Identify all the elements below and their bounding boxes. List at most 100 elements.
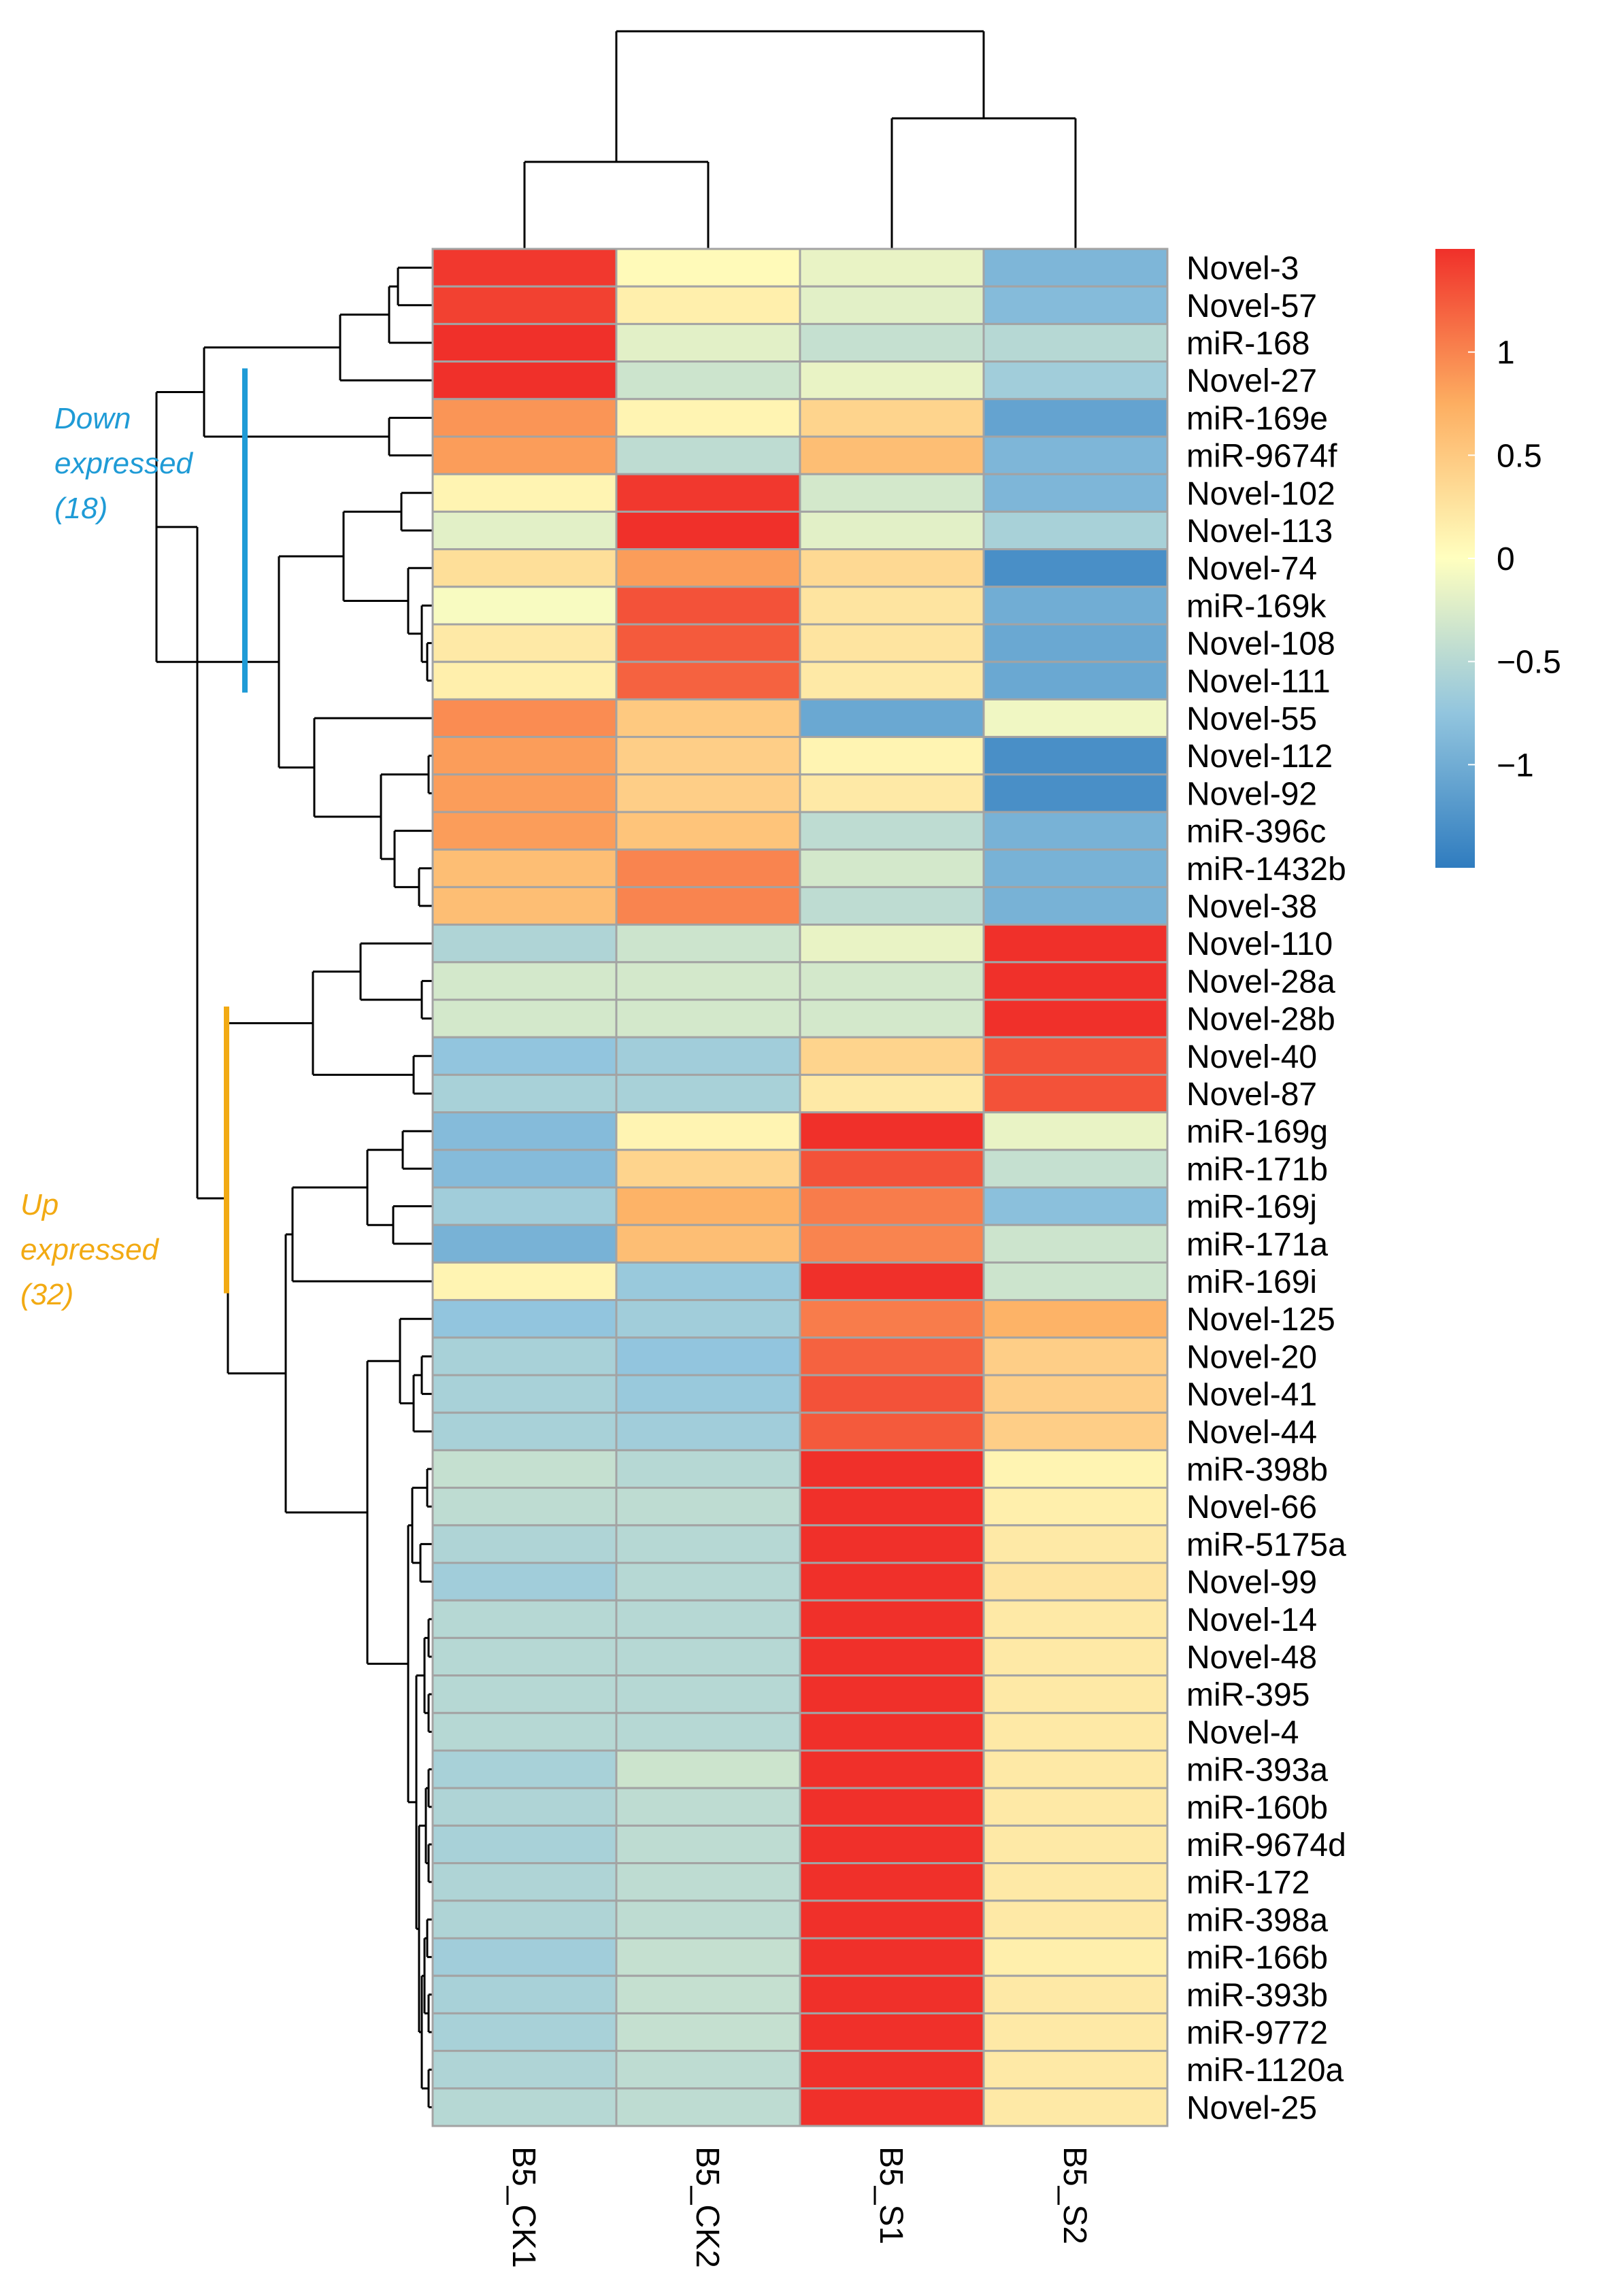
- heatmap-cell: [615, 1561, 801, 1602]
- heatmap-cell: [615, 2050, 801, 2090]
- column-label: B5_CK2: [689, 2146, 725, 2268]
- heatmap-cell: [799, 510, 985, 551]
- heatmap-cell: [982, 1862, 1169, 1902]
- row-label: Novel-38: [1186, 889, 1317, 925]
- heatmap-cell: [615, 398, 801, 438]
- heatmap-cell: [431, 1824, 618, 1865]
- heatmap-cell: [982, 1900, 1169, 1940]
- row-label: miR-396c: [1186, 814, 1326, 850]
- heatmap-cell: [982, 248, 1169, 288]
- heatmap-cell: [982, 1149, 1169, 1189]
- heatmap-cell: [615, 2012, 801, 2053]
- heatmap-cell: [431, 1561, 618, 1602]
- row-label: Novel-108: [1186, 626, 1335, 662]
- heatmap-cell: [799, 2087, 985, 2127]
- heatmap-cell: [431, 1036, 618, 1076]
- heatmap-cell: [982, 1674, 1169, 1715]
- column-label: B5_S1: [873, 2146, 909, 2244]
- row-label: miR-160b: [1186, 1790, 1328, 1826]
- heatmap-cell: [982, 1712, 1169, 1752]
- heatmap-cell: [615, 285, 801, 325]
- row-label: Novel-28b: [1186, 1002, 1335, 1038]
- heatmap-cell: [982, 1937, 1169, 1977]
- heatmap-cell: [799, 1974, 985, 2014]
- heatmap-cell: [431, 1674, 618, 1715]
- row-label: Novel-14: [1186, 1602, 1317, 1638]
- heatmap-cell: [431, 1073, 618, 1114]
- heatmap-cell: [431, 510, 618, 551]
- row-label: miR-169e: [1186, 401, 1328, 437]
- heatmap-cell: [799, 1186, 985, 1226]
- colorbar-ticks: 1 0.5 0 −0.5 −1: [1468, 335, 1561, 783]
- colorbar-legend: 1 0.5 0 −0.5 −1: [1435, 249, 1561, 868]
- heatmap-cell: [615, 1900, 801, 1940]
- heatmap-cell: [431, 248, 618, 288]
- heatmap-cell: [615, 1111, 801, 1151]
- heatmap-cell: [982, 1449, 1169, 1489]
- row-label: Novel-111: [1186, 664, 1331, 700]
- group-label: Down: [54, 402, 131, 435]
- heatmap-cell: [431, 285, 618, 325]
- group-label: Up: [20, 1188, 59, 1221]
- heatmap-cell: [431, 2012, 618, 2053]
- heatmap-cell: [982, 2050, 1169, 2090]
- heatmap-cells: [431, 248, 1169, 2127]
- heatmap-cell: [431, 1524, 618, 1564]
- heatmap-cell: [431, 1636, 618, 1677]
- heatmap-cell: [799, 811, 985, 851]
- heatmap-cell: [799, 1749, 985, 1789]
- heatmap-cell: [615, 1636, 801, 1677]
- heatmap-cell: [982, 1261, 1169, 1302]
- heatmap-cell: [615, 1674, 801, 1715]
- heatmap-cell: [431, 1149, 618, 1189]
- heatmap-cell: [615, 924, 801, 964]
- heatmap-cell: [431, 998, 618, 1039]
- column-dendrogram: [523, 30, 1077, 249]
- group-label: expressed: [54, 447, 194, 480]
- heatmap-cell: [982, 1186, 1169, 1226]
- row-label: Novel-92: [1186, 776, 1317, 812]
- row-label: miR-393b: [1186, 1978, 1328, 2014]
- heatmap-cell: [799, 1712, 985, 1752]
- row-label: Novel-112: [1186, 739, 1333, 775]
- heatmap-cell: [431, 623, 618, 663]
- row-label: Novel-57: [1186, 288, 1317, 324]
- heatmap-cell: [615, 1149, 801, 1189]
- heatmap-cell: [615, 1374, 801, 1414]
- heatmap-cell: [799, 1636, 985, 1677]
- heatmap-cell: [799, 961, 985, 1001]
- group-label: expressed: [20, 1233, 160, 1266]
- heatmap-cell: [799, 1900, 985, 1940]
- heatmap-cell: [615, 1036, 801, 1076]
- heatmap-cell: [615, 1599, 801, 1639]
- heatmap-cell: [615, 1749, 801, 1789]
- heatmap-cell: [982, 1561, 1169, 1602]
- heatmap-cell: [615, 1524, 801, 1564]
- row-label: Novel-125: [1186, 1302, 1335, 1338]
- row-label: Novel-25: [1186, 2090, 1317, 2126]
- row-label: miR-169i: [1186, 1264, 1317, 1300]
- heatmap-cell: [799, 1111, 985, 1151]
- heatmap-cell: [615, 322, 801, 363]
- heatmap-cell: [799, 1036, 985, 1076]
- row-label: miR-398b: [1186, 1452, 1328, 1488]
- row-labels: Novel-3Novel-57miR-168Novel-27miR-169emi…: [1186, 251, 1346, 2127]
- heatmap-cell: [799, 322, 985, 363]
- heatmap-cell: [982, 398, 1169, 438]
- row-label: Novel-99: [1186, 1565, 1317, 1601]
- heatmap-cell: [431, 1712, 618, 1752]
- heatmap-cell: [431, 924, 618, 964]
- heatmap-cell: [982, 586, 1169, 626]
- heatmap-cell: [799, 1824, 985, 1865]
- heatmap-cell: [799, 1223, 985, 1264]
- heatmap-cell: [982, 2087, 1169, 2127]
- heatmap-cell: [615, 1862, 801, 1902]
- heatmap-cell: [615, 1937, 801, 1977]
- heatmap-cell: [982, 698, 1169, 739]
- heatmap-cell: [799, 773, 985, 813]
- heatmap-cell: [431, 398, 618, 438]
- column-label: B5_CK1: [505, 2146, 541, 2268]
- heatmap-cell: [431, 435, 618, 475]
- heatmap-cell: [982, 1787, 1169, 1827]
- heatmap-cell: [615, 1824, 801, 1865]
